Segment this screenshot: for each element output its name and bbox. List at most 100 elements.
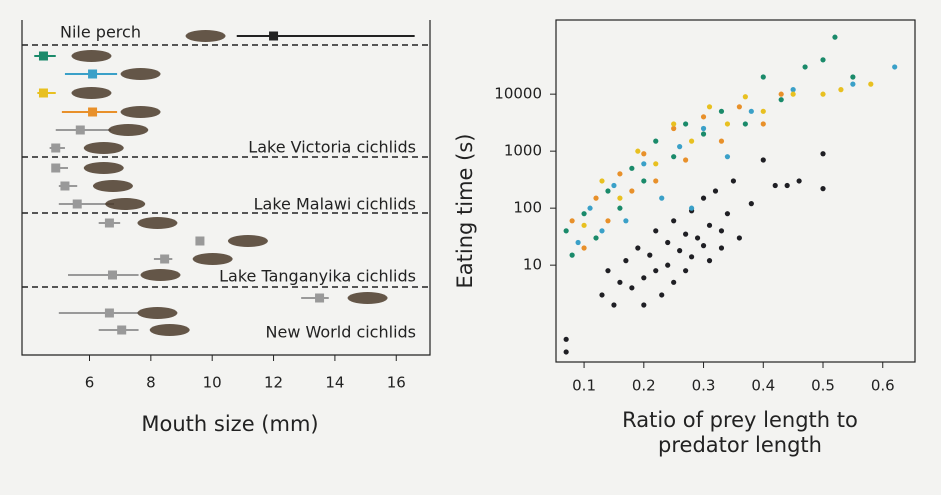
scatter-point: [868, 81, 874, 87]
scatter-point: [653, 228, 659, 234]
scatter-point: [623, 258, 629, 264]
fish-icon: [185, 30, 226, 42]
mean-marker: [38, 51, 48, 61]
fish-icon: [105, 198, 146, 210]
scatter-point: [617, 195, 623, 201]
scatter-point: [850, 74, 856, 80]
mean-marker: [104, 218, 114, 228]
scatter-point: [641, 302, 647, 308]
scatter-point: [838, 87, 844, 93]
scatter-point: [772, 182, 778, 189]
scatter-point: [820, 186, 826, 192]
x-axis-title: Ratio of prey length to predator length: [622, 408, 858, 457]
mean-marker: [88, 107, 98, 117]
scatter-point: [659, 195, 665, 201]
scatter-point: [742, 121, 748, 127]
scatter-point: [790, 91, 796, 97]
scatter-point: [629, 285, 635, 291]
mean-marker: [75, 125, 85, 135]
mean-marker: [51, 163, 61, 173]
scatter-point: [688, 205, 695, 211]
scatter-point: [617, 171, 623, 177]
x-tick-label: 6: [85, 374, 95, 392]
scatter-point: [700, 114, 707, 120]
fish-icon: [83, 142, 124, 154]
scatter-point: [724, 154, 731, 160]
scatter-point: [730, 178, 737, 184]
scatter-point: [820, 151, 826, 157]
scatter-point: [599, 228, 605, 234]
scatter-point: [659, 292, 665, 298]
scatter-point: [581, 245, 587, 251]
fish-icon: [120, 68, 161, 80]
scatter-point: [563, 349, 569, 355]
scatter-point: [718, 228, 725, 234]
group-label: Lake Tanganyika cichlids: [219, 267, 416, 286]
mean-marker: [60, 181, 70, 191]
mean-marker: [51, 143, 61, 153]
scatter-point: [683, 121, 689, 127]
y-tick-label: 10000: [494, 85, 542, 103]
scatter-point: [563, 228, 569, 234]
fish-icon: [227, 235, 268, 247]
group-label: Lake Victoria cichlids: [248, 138, 416, 157]
scatter-point: [706, 104, 713, 110]
scatter-point: [575, 239, 581, 246]
axis-frame: [21, 20, 431, 356]
scatter-point: [653, 161, 659, 167]
scatter-point: [706, 222, 713, 228]
y-tick-label: 10: [523, 256, 542, 274]
scatter-point: [635, 245, 641, 251]
x-tick-label: 0.5: [811, 377, 835, 395]
fish-icon: [137, 217, 178, 229]
scatter-point: [820, 57, 826, 63]
scatter-point: [820, 91, 826, 97]
scatter-point: [581, 222, 587, 228]
scatter-point: [671, 125, 677, 132]
scatter-point: [712, 188, 719, 194]
scatter-point: [677, 144, 683, 150]
fish-icon: [120, 106, 161, 118]
x-tick-label: 0.3: [692, 377, 716, 395]
scatter-point: [748, 108, 754, 114]
scatter-point: [760, 121, 766, 127]
scatter-point: [569, 252, 575, 258]
scatter-point: [671, 154, 677, 160]
x-tick-label: 0.6: [871, 377, 895, 395]
mean-marker: [160, 254, 170, 264]
fish-icon: [83, 162, 124, 174]
fish-icon: [149, 324, 190, 336]
scatter-point: [617, 205, 623, 211]
axis-frame: [555, 19, 916, 363]
scatter-point: [802, 64, 808, 70]
scatter-point: [700, 195, 707, 201]
scatter-point: [700, 131, 707, 137]
scatter-point: [850, 81, 856, 87]
scatter-point: [760, 74, 766, 80]
scatter-point: [671, 279, 677, 285]
x-tick-label: 10: [203, 374, 222, 392]
scatter-point: [605, 218, 611, 224]
y-axis-title: Eating time (s): [453, 134, 477, 289]
mean-marker: [72, 199, 82, 209]
scatter-point: [742, 94, 748, 100]
scatter-point: [790, 87, 796, 93]
scatter-point: [599, 292, 605, 298]
scatter-point: [671, 121, 677, 127]
scatter-point: [724, 211, 731, 217]
fish-icon: [108, 124, 149, 136]
scatter-point: [748, 201, 754, 207]
scatter-point: [760, 157, 766, 163]
scatter-point: [581, 211, 587, 217]
scatter-point: [623, 218, 629, 224]
scatter-point: [605, 268, 611, 274]
scatter-point: [641, 161, 647, 167]
scatter-point: [647, 252, 653, 258]
scatter-point: [653, 138, 659, 144]
mean-marker: [269, 31, 279, 41]
mean-marker: [104, 308, 114, 318]
fish-icon: [71, 87, 112, 99]
scatter-point: [706, 258, 713, 264]
scatter-point: [760, 108, 766, 114]
